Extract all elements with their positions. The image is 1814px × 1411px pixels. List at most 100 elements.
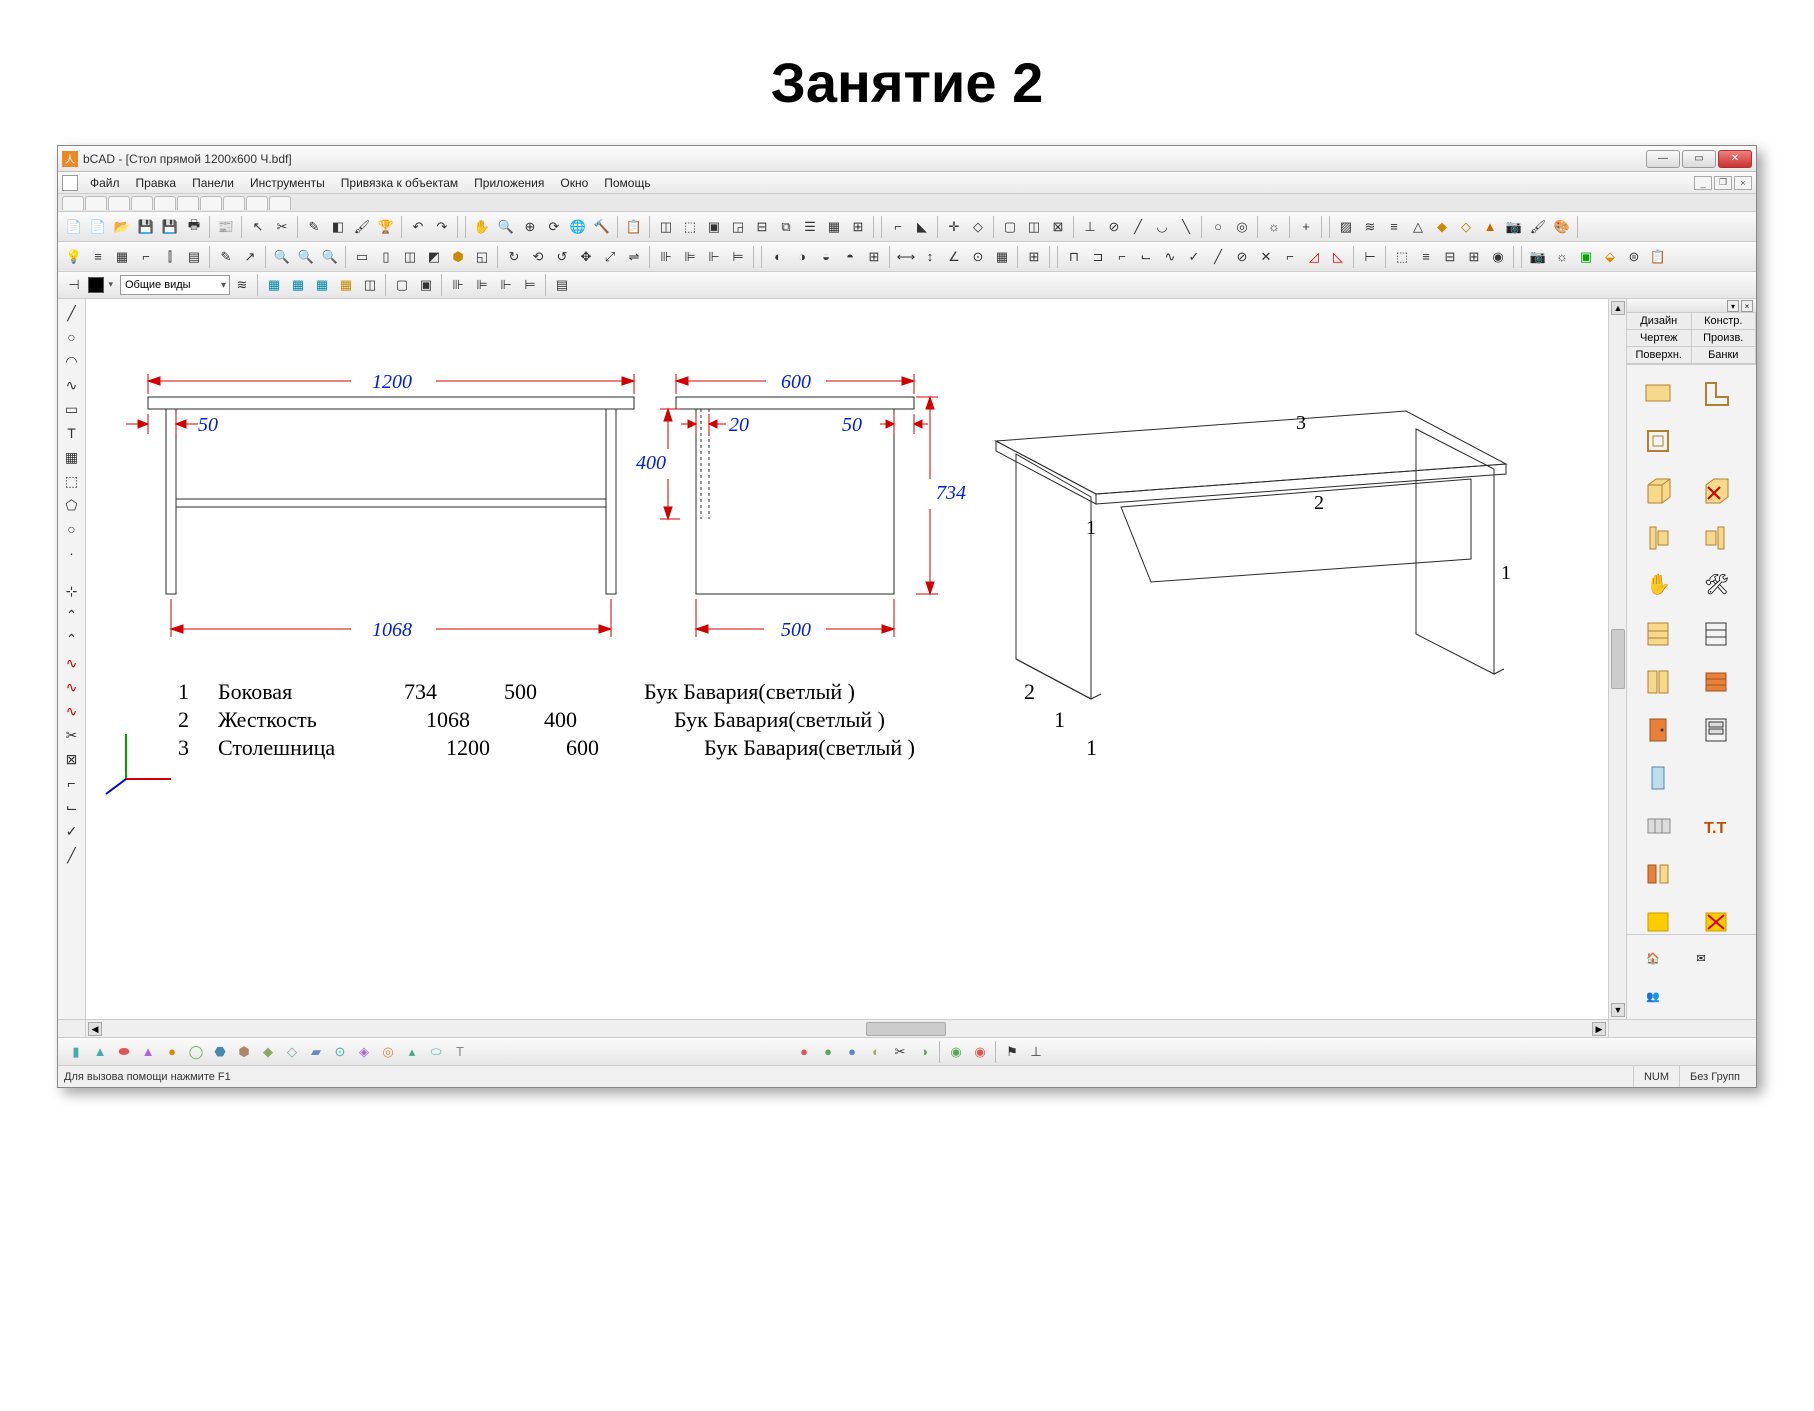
furn-5-icon[interactable]: ⊞ xyxy=(863,246,885,268)
prim-text-icon[interactable]: T xyxy=(449,1041,471,1063)
fence-icon[interactable]: ⫿ xyxy=(159,246,181,268)
edit-node-icon[interactable]: ⊹ xyxy=(61,580,83,602)
canvas-hscroll[interactable]: ◀ ▶ xyxy=(86,1020,1608,1037)
canvas-vscroll[interactable]: ▲ ▼ xyxy=(1608,299,1626,1019)
panel-tools-icon[interactable]: 🛠 xyxy=(1693,565,1739,605)
canvas[interactable]: 1200 xyxy=(86,299,1608,1019)
line-tool-icon[interactable]: ╱ xyxy=(61,302,83,324)
panel-lshape-icon[interactable] xyxy=(1693,373,1739,413)
view-3d-icon[interactable]: ⬢ xyxy=(447,246,469,268)
corner-icon[interactable]: ⌐ xyxy=(135,246,157,268)
save-icon[interactable]: 💾 xyxy=(135,216,157,238)
light-icon[interactable]: ☼ xyxy=(1551,246,1573,268)
panel-grid-icon[interactable] xyxy=(1635,805,1681,845)
bulb-icon[interactable]: 💡 xyxy=(63,246,85,268)
undo-icon[interactable]: ↶ xyxy=(407,216,429,238)
snap-sun-icon[interactable]: ☼ xyxy=(1263,216,1285,238)
save-all-icon[interactable]: 💾 xyxy=(159,216,181,238)
polygon-tool-icon[interactable]: ⬠ xyxy=(61,494,83,516)
snap-quad-icon[interactable]: ╲ xyxy=(1175,216,1197,238)
snap-diamond-icon[interactable]: ◇ xyxy=(967,216,989,238)
join-icon[interactable]: ╱ xyxy=(61,844,83,866)
trophy-icon[interactable]: 🏆 xyxy=(375,216,397,238)
construct-4-icon[interactable]: ⌙ xyxy=(1135,246,1157,268)
box-5-icon[interactable]: ⊟ xyxy=(751,216,773,238)
box-4-icon[interactable]: ◲ xyxy=(727,216,749,238)
construct-11-icon[interactable]: ◿ xyxy=(1303,246,1325,268)
construct-8-icon[interactable]: ⊘ xyxy=(1231,246,1253,268)
doc-tab[interactable] xyxy=(131,196,153,210)
menu-window[interactable]: Окно xyxy=(552,174,596,192)
db-icon[interactable]: ⊜ xyxy=(1623,246,1645,268)
scroll-thumb[interactable] xyxy=(1611,629,1625,689)
panel-side-icon[interactable] xyxy=(1635,517,1681,557)
edit-down-icon[interactable]: ⌃ xyxy=(61,628,83,650)
snap-plus-icon[interactable]: + xyxy=(1295,216,1317,238)
op-4-icon[interactable]: ◐ xyxy=(865,1041,887,1063)
redo-icon[interactable]: ↷ xyxy=(431,216,453,238)
menu-panels[interactable]: Панели xyxy=(184,174,242,192)
spline-2-icon[interactable]: ∿ xyxy=(61,676,83,698)
snap-near-icon[interactable]: ╱ xyxy=(1127,216,1149,238)
new-file-2-icon[interactable]: 📄 xyxy=(87,216,109,238)
text-tool-icon[interactable]: T xyxy=(61,422,83,444)
menu-help[interactable]: Помощь xyxy=(596,174,658,192)
spline-3-icon[interactable]: ∿ xyxy=(61,700,83,722)
page-setup-icon[interactable]: 📰 xyxy=(215,216,237,238)
panel-boxx-icon[interactable] xyxy=(1693,469,1739,509)
zoom-fit-icon[interactable]: ⊕ xyxy=(519,216,541,238)
panel-side2-icon[interactable] xyxy=(1693,517,1739,557)
mdi-minimize[interactable]: _ xyxy=(1694,176,1712,190)
align-1-icon[interactable]: ⊪ xyxy=(655,246,677,268)
construct-3-icon[interactable]: ⌐ xyxy=(1111,246,1133,268)
document-icon[interactable]: 📋 xyxy=(623,216,645,238)
furn-3-icon[interactable]: ◒ xyxy=(815,246,837,268)
grid-a-icon[interactable]: ⊞ xyxy=(1023,246,1045,268)
menu-snap[interactable]: Привязка к объектам xyxy=(333,174,466,192)
snap-corner-icon[interactable]: ⌐ xyxy=(887,216,909,238)
zoom-minus-icon[interactable]: 🔍 xyxy=(271,246,293,268)
edit-up-icon[interactable]: ⌃ xyxy=(61,604,83,626)
pointer-icon[interactable]: ↖ xyxy=(247,216,269,238)
table-icon[interactable]: ⊞ xyxy=(847,216,869,238)
tab-banks[interactable]: Банки xyxy=(1691,346,1757,364)
doc-tab[interactable] xyxy=(62,196,84,210)
object-5-icon[interactable]: ◉ xyxy=(1487,246,1509,268)
panel-split-icon[interactable] xyxy=(1635,853,1681,893)
tab-surface[interactable]: Поверхн. xyxy=(1626,346,1692,364)
op-7-icon[interactable]: ◉ xyxy=(945,1041,967,1063)
panel-tt-icon[interactable]: T.T xyxy=(1693,805,1739,845)
hscroll-thumb[interactable] xyxy=(866,1022,946,1036)
mdi-restore[interactable]: ❐ xyxy=(1714,176,1732,190)
polyline-tool-icon[interactable]: ∿ xyxy=(61,374,83,396)
panel-mirror-icon[interactable] xyxy=(1635,757,1681,797)
v3-icon[interactable]: ▦ xyxy=(311,274,333,296)
menu-edit[interactable]: Правка xyxy=(128,174,185,192)
spline-1-icon[interactable]: ∿ xyxy=(61,652,83,674)
prim-tube-icon[interactable]: ⊙ xyxy=(329,1041,351,1063)
scroll-right-icon[interactable]: ▶ xyxy=(1592,1022,1606,1036)
align-2-icon[interactable]: ⊫ xyxy=(679,246,701,268)
scroll-left-icon[interactable]: ◀ xyxy=(88,1022,102,1036)
prim-sphere-icon[interactable]: ● xyxy=(161,1041,183,1063)
menu-file[interactable]: Файл xyxy=(82,174,128,192)
doc-tab[interactable] xyxy=(154,196,176,210)
brush-icon[interactable]: 🖌 xyxy=(1527,216,1549,238)
panel-pin-icon[interactable]: ▾ xyxy=(1727,300,1739,312)
panel-drawer2-icon[interactable] xyxy=(1693,709,1739,749)
cut-icon[interactable]: ✂ xyxy=(271,216,293,238)
layers-icon[interactable]: ≋ xyxy=(1359,216,1381,238)
panel-door-icon[interactable] xyxy=(1635,709,1681,749)
scroll-down-icon[interactable]: ▼ xyxy=(1611,1003,1625,1017)
furn-4-icon[interactable]: ◓ xyxy=(839,246,861,268)
v4-icon[interactable]: ▦ xyxy=(335,274,357,296)
point-tool-icon[interactable]: · xyxy=(61,542,83,564)
hammer-icon[interactable]: 🔨 xyxy=(591,216,613,238)
mirror-icon[interactable]: ⇌ xyxy=(623,246,645,268)
panel-shelf-icon[interactable] xyxy=(1693,613,1739,653)
arrow-icon[interactable]: ↗ xyxy=(239,246,261,268)
construct-7-icon[interactable]: ╱ xyxy=(1207,246,1229,268)
v12-icon[interactable]: ▤ xyxy=(551,274,573,296)
v7-icon[interactable]: ▣ xyxy=(415,274,437,296)
panel-yellow-icon[interactable] xyxy=(1635,901,1681,934)
